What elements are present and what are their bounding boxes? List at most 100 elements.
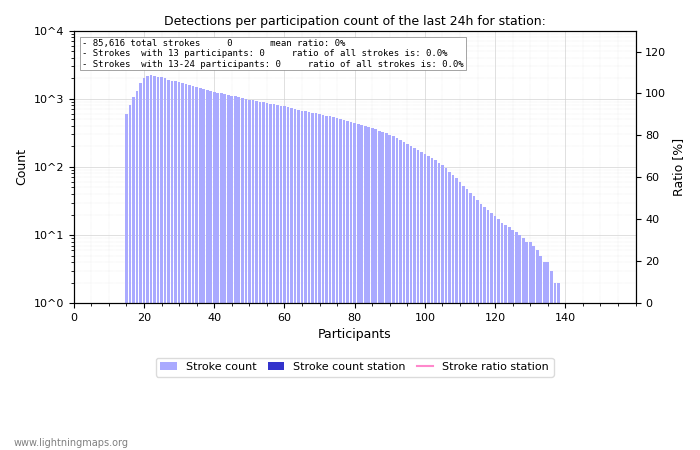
Bar xyxy=(494,216,496,450)
Bar xyxy=(550,270,552,450)
Bar xyxy=(94,303,96,450)
Bar xyxy=(430,158,433,450)
Bar xyxy=(97,303,99,450)
Bar xyxy=(336,118,338,450)
Bar xyxy=(385,133,388,450)
Bar xyxy=(223,94,226,450)
Bar xyxy=(115,303,117,450)
Bar xyxy=(90,303,92,450)
Bar xyxy=(153,76,156,450)
Bar xyxy=(343,120,346,450)
Bar xyxy=(364,126,367,450)
Bar xyxy=(279,106,282,450)
Bar xyxy=(543,262,545,450)
Bar xyxy=(571,303,574,450)
Bar xyxy=(262,102,265,450)
Bar xyxy=(213,92,216,450)
Bar xyxy=(76,303,78,450)
Bar xyxy=(312,112,314,450)
Bar xyxy=(304,111,307,450)
Bar xyxy=(157,77,160,450)
Bar xyxy=(83,303,85,450)
Bar xyxy=(582,303,584,450)
Bar xyxy=(448,172,451,450)
Bar xyxy=(438,163,440,450)
Bar xyxy=(476,200,479,450)
Bar xyxy=(346,121,349,450)
Bar xyxy=(326,116,328,450)
Bar xyxy=(125,114,128,450)
Bar xyxy=(146,76,149,450)
Text: - 85,616 total strokes     0       mean ratio: 0%
- Strokes  with 13 participant: - 85,616 total strokes 0 mean ratio: 0% … xyxy=(82,39,464,68)
Bar xyxy=(354,123,356,450)
Bar xyxy=(533,246,535,450)
Bar xyxy=(269,104,272,450)
Bar xyxy=(160,77,163,450)
Bar xyxy=(395,138,398,450)
Bar xyxy=(322,115,324,450)
Bar xyxy=(104,303,106,450)
Bar xyxy=(251,100,254,450)
Bar xyxy=(561,303,564,450)
Bar xyxy=(129,105,132,450)
Bar xyxy=(529,242,531,450)
Bar xyxy=(483,207,486,450)
Bar xyxy=(486,210,489,450)
Bar xyxy=(258,102,261,450)
Bar xyxy=(557,283,560,450)
Bar xyxy=(378,130,381,450)
Bar xyxy=(455,178,458,450)
Text: www.lightningmaps.org: www.lightningmaps.org xyxy=(14,438,129,448)
Bar xyxy=(171,81,174,450)
Y-axis label: Count: Count xyxy=(15,148,28,185)
Bar xyxy=(318,114,321,450)
Bar xyxy=(392,136,395,450)
Bar xyxy=(410,146,412,450)
Bar xyxy=(234,96,237,450)
Bar xyxy=(181,83,184,450)
Bar xyxy=(174,81,177,450)
Bar xyxy=(416,150,419,450)
Bar xyxy=(294,109,296,450)
Bar xyxy=(290,108,293,450)
Bar xyxy=(265,103,268,450)
Bar xyxy=(413,148,416,450)
Bar xyxy=(188,85,191,450)
Bar xyxy=(424,154,426,450)
Title: Detections per participation count of the last 24h for station:: Detections per participation count of th… xyxy=(164,15,545,28)
Bar xyxy=(111,303,113,450)
Bar xyxy=(519,235,521,450)
Bar xyxy=(575,303,577,450)
Bar xyxy=(458,182,461,450)
Bar xyxy=(101,303,103,450)
Bar xyxy=(283,107,286,450)
Bar xyxy=(209,91,212,450)
Bar xyxy=(512,230,514,450)
Bar xyxy=(568,303,570,450)
Bar xyxy=(497,219,500,450)
Bar xyxy=(406,144,409,450)
Bar xyxy=(132,97,135,450)
Bar xyxy=(505,225,507,450)
Bar xyxy=(526,242,528,450)
Bar xyxy=(248,99,251,450)
Bar xyxy=(427,156,430,450)
Bar xyxy=(220,93,223,450)
Bar xyxy=(150,75,153,450)
Bar xyxy=(73,303,75,450)
Bar xyxy=(389,135,391,450)
Bar xyxy=(272,104,275,450)
Bar xyxy=(195,87,198,450)
Bar xyxy=(357,124,360,450)
Bar xyxy=(578,303,581,450)
Bar xyxy=(564,303,567,450)
Bar xyxy=(287,107,289,450)
Bar xyxy=(241,98,244,450)
Y-axis label: Ratio [%]: Ratio [%] xyxy=(672,138,685,196)
Bar xyxy=(500,223,503,450)
Bar xyxy=(255,101,258,450)
Bar xyxy=(452,175,454,450)
Bar xyxy=(382,132,384,450)
Bar xyxy=(441,166,444,450)
Bar xyxy=(80,303,82,450)
